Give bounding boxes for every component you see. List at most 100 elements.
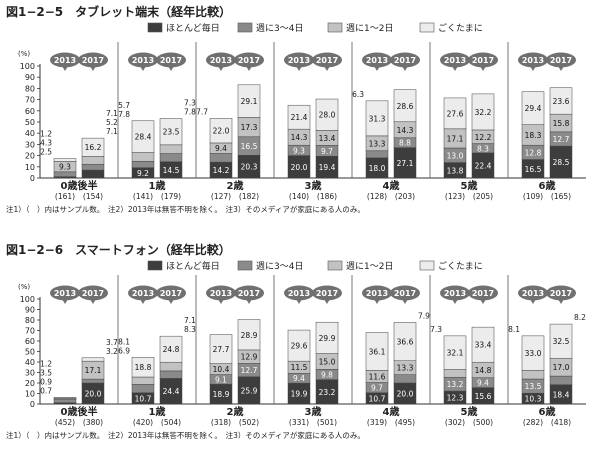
data-label: 33.0 [525, 349, 542, 358]
data-label: 14.3 [291, 133, 308, 142]
chart-panel-1: 図1−2−5 タブレット端末（経年比較） ほとんど毎日 週に3～4日 週に1～2日 ごく… [6, 4, 586, 214]
data-label: 7.3 [184, 99, 196, 108]
year-bubble-tail [296, 66, 302, 71]
category-label: 2歳 [227, 179, 244, 192]
year-label: 2017 [316, 289, 338, 298]
bar-segment [521, 91, 545, 125]
bar-segment [549, 323, 573, 359]
data-label: 13.0 [447, 151, 464, 160]
bar-segment [159, 118, 183, 146]
year-bubble [518, 52, 548, 68]
year-bubble-tail [452, 299, 458, 304]
year-bubble-tail [140, 299, 146, 304]
year-bubble-tail [374, 299, 380, 304]
bar-segment [471, 93, 495, 131]
year-bubble-tail [90, 299, 96, 304]
data-label: 23.2 [319, 388, 336, 397]
data-label: 29.9 [319, 334, 336, 343]
legend-swatch [237, 260, 253, 271]
bar-segment [443, 369, 467, 378]
year-bubble-tail [246, 299, 252, 304]
y-tick-label: 60 [25, 107, 35, 116]
bar-segment [393, 89, 417, 123]
year-label: 2013 [522, 289, 544, 298]
data-label: 22.0 [213, 127, 230, 136]
year-label: 2013 [366, 56, 388, 65]
data-label: 20.0 [397, 390, 414, 399]
year-bubble [50, 52, 80, 68]
bar-segment [393, 374, 417, 384]
bar-segment [521, 370, 545, 380]
year-bubble [128, 285, 158, 301]
bar-segment [209, 153, 233, 163]
year-bubble-tail [402, 299, 408, 304]
data-label: 10.4 [213, 365, 230, 374]
bar-segment [237, 84, 261, 118]
data-label: 9.8 [321, 370, 333, 379]
year-label: 2017 [472, 56, 494, 65]
y-tick-label: 90 [25, 306, 35, 315]
year-bubble [78, 52, 108, 68]
sample-size: (179) [161, 192, 181, 201]
bar-segment [53, 398, 77, 403]
year-bubble [206, 285, 236, 301]
legend-label: ごくたまに [438, 260, 483, 272]
data-label: 7.1 [184, 316, 196, 325]
data-label: 5.2 [106, 118, 118, 127]
y-tick-label: 100 [20, 295, 35, 304]
data-label: 8.2 [574, 313, 586, 322]
data-label: 16.2 [85, 143, 102, 152]
data-label: 16.5 [525, 165, 542, 174]
year-label: 2013 [444, 289, 466, 298]
year-bubble [362, 52, 392, 68]
data-label: 19.4 [319, 163, 336, 172]
data-label: 19.9 [291, 390, 308, 399]
data-label: 3.2 [106, 347, 118, 356]
year-label: 2013 [210, 56, 232, 65]
data-label: 8.8 [399, 139, 411, 148]
data-label: 2.5 [40, 148, 52, 157]
category-label: 3歳 [305, 179, 322, 192]
year-bubble-tail [90, 66, 96, 71]
legend-label: ごくたまに [438, 22, 483, 34]
bar-segment [159, 144, 183, 154]
data-label: 23.6 [553, 97, 570, 106]
year-bubble [284, 52, 314, 68]
sample-size: (186) [317, 192, 337, 201]
data-label: 32.5 [553, 337, 570, 346]
category-label: 6歳 [539, 179, 556, 192]
year-bubble [312, 52, 342, 68]
data-label: 7.8 [118, 110, 130, 119]
data-label: 9.4 [477, 379, 489, 388]
year-bubble [390, 285, 420, 301]
data-label: 32.1 [447, 349, 464, 358]
data-label: 9.2 [137, 169, 149, 178]
data-label: 29.4 [525, 104, 542, 113]
year-bubble [284, 285, 314, 301]
bar-segment [131, 384, 155, 394]
legend-label: ほとんど毎日 [166, 22, 220, 34]
sample-size: (319) [367, 418, 387, 427]
data-label: 13.3 [397, 364, 414, 373]
data-label: 10.7 [135, 394, 152, 403]
bar-segment [209, 334, 233, 364]
year-bubble-tail [480, 66, 486, 71]
data-label: 11.5 [291, 363, 308, 372]
category-label: 0歳後半 [61, 405, 98, 418]
y-tick-label: 70 [25, 96, 35, 105]
category-label: 5歳 [461, 179, 478, 192]
year-bubble-tail [168, 299, 174, 304]
sample-size: (203) [395, 192, 415, 201]
year-bubble-tail [558, 66, 564, 71]
bar-segment [521, 335, 545, 371]
y-tick-label: 30 [25, 140, 35, 149]
bar-segment [237, 319, 261, 351]
category-label: 2歳 [227, 405, 244, 418]
data-label: 12.7 [553, 135, 570, 144]
year-bubble-tail [480, 299, 486, 304]
year-bubble [546, 52, 576, 68]
year-label: 2017 [316, 56, 338, 65]
data-label: 28.6 [397, 102, 414, 111]
legend-swatch [419, 260, 435, 271]
sample-size: (140) [289, 192, 309, 201]
